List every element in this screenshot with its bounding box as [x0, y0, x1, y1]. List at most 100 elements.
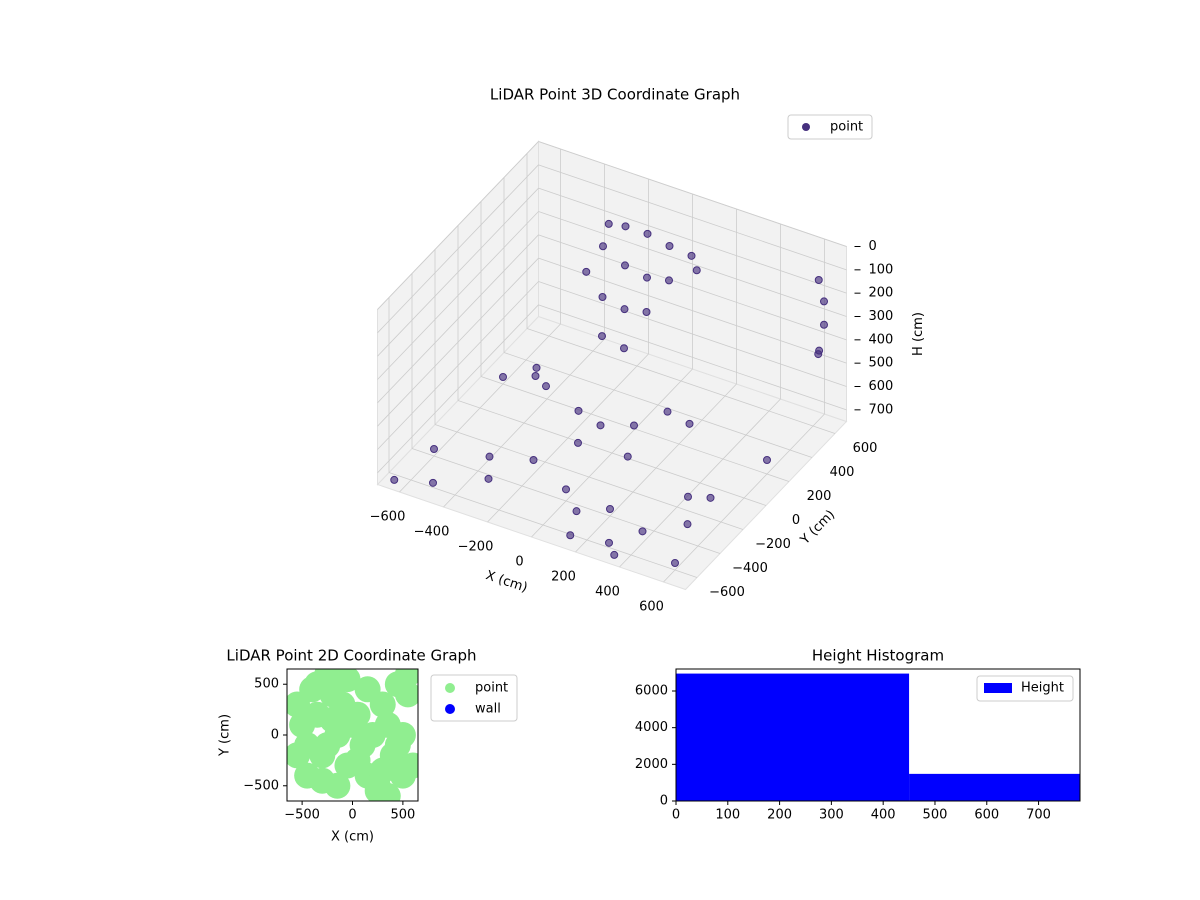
- y-tick-label: −500: [243, 778, 279, 793]
- x-tick-label: 400: [871, 808, 896, 823]
- x-tick-label: 600: [639, 600, 664, 615]
- grid-line: [538, 257, 847, 364]
- y-tick-label: 600: [853, 441, 878, 456]
- point: [605, 538, 613, 547]
- point: [623, 452, 632, 461]
- x-tick-label: −500: [284, 808, 320, 823]
- point: [663, 407, 672, 416]
- grid-line: [538, 187, 847, 294]
- point: [364, 777, 391, 801]
- point: [354, 676, 381, 703]
- point: [643, 229, 652, 238]
- point: [369, 757, 396, 784]
- grid-line: [538, 164, 847, 271]
- x-tick-label: 0: [672, 808, 680, 823]
- grid-line: [538, 211, 847, 317]
- z-tick-label: 100: [869, 262, 894, 277]
- point: [532, 363, 541, 372]
- grid-line: [377, 211, 539, 380]
- point: [604, 219, 613, 228]
- point: [542, 382, 550, 391]
- grid-line: [411, 448, 721, 554]
- z-tick-label: 600: [869, 379, 894, 394]
- legend-marker: [802, 123, 810, 131]
- z-axis-label: H (cm): [911, 312, 926, 356]
- z-tick-label: 0: [869, 239, 877, 254]
- point: [620, 305, 629, 314]
- x-tick-label: 0: [348, 808, 356, 823]
- y-tick-label: 0: [792, 513, 800, 528]
- legend-label: Height: [1021, 681, 1064, 696]
- point: [430, 445, 438, 453]
- point: [683, 520, 692, 529]
- y-tick-label: −200: [755, 537, 791, 552]
- point: [319, 706, 346, 733]
- plot-area: [287, 669, 418, 801]
- x-tick-label: 700: [1026, 808, 1051, 823]
- point: [399, 752, 418, 779]
- grid-line: [538, 141, 847, 247]
- y-axis-label: Y (cm): [218, 714, 233, 757]
- x-tick-label: 400: [595, 585, 620, 600]
- point: [596, 421, 605, 430]
- point: [429, 478, 437, 487]
- grid-line: [377, 304, 539, 474]
- grid-line: [377, 257, 539, 427]
- point: [598, 332, 606, 341]
- point: [706, 493, 715, 502]
- point: [562, 485, 570, 494]
- z-tick-label: 200: [869, 286, 894, 301]
- grid-line: [538, 234, 847, 341]
- x-tick-label: 500: [923, 808, 948, 823]
- y-tick-label: −400: [732, 561, 768, 576]
- legend-swatch: [984, 683, 1012, 693]
- point: [687, 251, 696, 260]
- y-tick-label: 6000: [635, 684, 668, 699]
- z-tick-label: 500: [869, 356, 894, 371]
- y-tick-label: −600: [709, 585, 745, 600]
- point: [598, 293, 607, 301]
- bar: [676, 673, 910, 801]
- point: [692, 266, 701, 275]
- grid-line: [434, 424, 744, 530]
- bar: [909, 773, 1080, 801]
- point: [763, 456, 771, 464]
- y-tick-label: 500: [254, 677, 279, 692]
- x-tick-label: 100: [715, 808, 740, 823]
- grid-line: [526, 328, 836, 434]
- point: [484, 474, 493, 483]
- y-tick-label: 0: [660, 794, 668, 809]
- point: [389, 722, 416, 748]
- point: [304, 671, 331, 698]
- grid-line: [457, 400, 767, 506]
- x-axis-label: X (cm): [331, 830, 374, 845]
- y-tick-label: 200: [807, 489, 832, 504]
- point: [529, 456, 538, 464]
- grid-line: [377, 141, 539, 310]
- grid-line: [377, 234, 539, 404]
- grid-line: [377, 281, 539, 450]
- point: [531, 372, 540, 380]
- y-tick-label: 400: [830, 465, 855, 480]
- x-tick-label: 200: [551, 570, 576, 585]
- grid-line: [388, 472, 698, 578]
- y-tick-label: 0: [271, 728, 279, 743]
- grid-line: [503, 352, 813, 458]
- y-tick-label: 4000: [635, 720, 668, 735]
- point: [344, 701, 371, 728]
- x-tick-label: −600: [370, 510, 406, 525]
- z-tick-label: 300: [869, 309, 894, 324]
- legend-label: point: [830, 120, 863, 135]
- legend-box: [976, 675, 1074, 702]
- point: [390, 475, 399, 484]
- chart-title: LiDAR Point 3D Coordinate Graph: [490, 86, 740, 104]
- point: [630, 421, 638, 430]
- point: [582, 267, 591, 276]
- point: [485, 452, 494, 461]
- grid-line: [377, 164, 539, 334]
- z-tick-label: 400: [869, 332, 894, 347]
- point: [814, 276, 823, 284]
- legend-marker: [445, 704, 455, 714]
- x-tick-label: 600: [974, 808, 999, 823]
